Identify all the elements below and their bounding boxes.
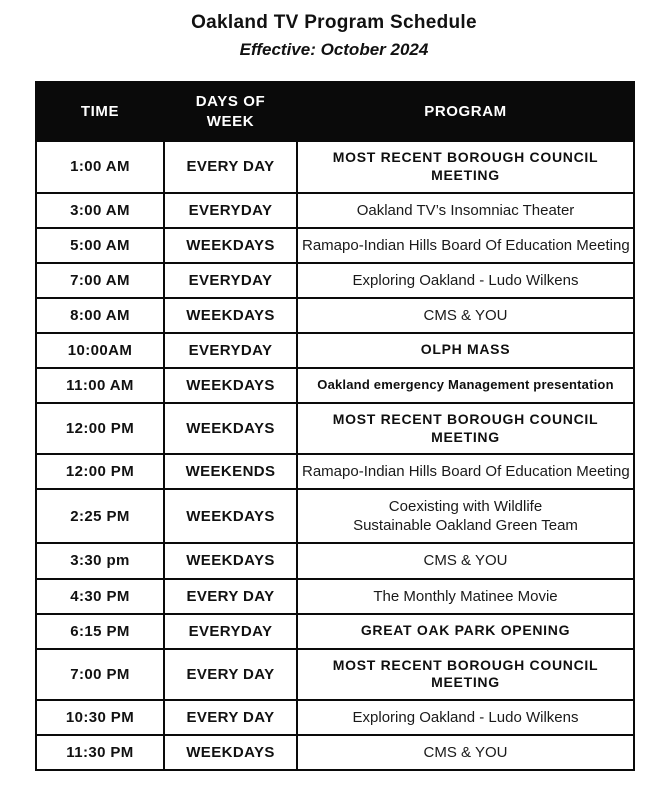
program-line: Coexisting with Wildlife xyxy=(388,498,543,516)
program-line: Sustainable Oakland Green Team xyxy=(353,517,578,535)
days-cell: WEEKDAYS xyxy=(163,226,298,264)
table-row: 7:00 PM EVERY DAY MOST RECENT BOROUGH COUN… xyxy=(35,647,635,702)
program-cell: Ramapo-Indian Hills Board Of Education M… xyxy=(296,226,635,264)
table-row: 4:30 PM EVERY DAY The Monthly Matinee Movi… xyxy=(35,577,635,615)
header-time: TIME xyxy=(35,81,165,142)
schedule-table: TIME DAYS OF WEEK PROGRAM 1:00 AM EVERY D… xyxy=(35,81,635,772)
days-cell: EVERYDAY xyxy=(163,261,298,299)
program-line: GREAT OAK PARK OPENING xyxy=(360,622,571,639)
time-cell: 10:30 PM xyxy=(35,699,165,737)
time-cell: 6:15 PM xyxy=(35,612,165,650)
time-cell: 5:00 AM xyxy=(35,226,165,264)
time-cell: 3:30 pm xyxy=(35,542,165,580)
program-line: Exploring Oakland - Ludo Wilkens xyxy=(352,271,579,289)
time-cell: 7:00 PM xyxy=(35,647,165,702)
table-row: 10:30 PM EVERY DAY Exploring Oakland - Lud… xyxy=(35,699,635,737)
time-cell: 1:00 AM xyxy=(35,140,165,194)
days-cell: WEEKDAYS xyxy=(163,401,298,456)
program-line: CMS & YOU xyxy=(423,306,508,324)
table-row: 7:00 AM EVERYDAY Exploring Oakland - Ludo … xyxy=(35,261,635,299)
days-cell: EVERYDAY xyxy=(163,191,298,229)
program-line: MEETING xyxy=(431,428,500,445)
program-cell: CMS & YOU xyxy=(296,734,635,772)
days-cell: EVERY DAY xyxy=(163,699,298,737)
program-line: Ramapo-Indian Hills Board Of Education M… xyxy=(302,463,630,481)
time-cell: 11:00 AM xyxy=(35,366,165,404)
table-row: 2:25 PM WEEKDAYS Coexisting with Wildlife S… xyxy=(35,488,635,545)
program-cell: MOST RECENT BOROUGH COUNCIL MEETING xyxy=(296,401,635,456)
days-cell: EVERYDAY xyxy=(163,612,298,650)
program-line: Exploring Oakland - Ludo Wilkens xyxy=(352,709,579,727)
time-cell: 12:00 PM xyxy=(35,401,165,456)
program-cell: MOST RECENT BOROUGH COUNCIL MEETING xyxy=(296,647,635,702)
days-cell: EVERY DAY xyxy=(163,577,298,615)
table-row: 12:00 PM WEEKENDS Ramapo-Indian Hills Boar… xyxy=(35,453,635,491)
table-row: 5:00 AM WEEKDAYS Ramapo-Indian Hills Board… xyxy=(35,226,635,264)
days-cell: WEEKENDS xyxy=(163,453,298,491)
program-line: CMS & YOU xyxy=(423,552,508,570)
header-row: TIME DAYS OF WEEK PROGRAM xyxy=(35,81,635,142)
program-line: MOST RECENT BOROUGH COUNCIL xyxy=(332,656,599,673)
table-row: 12:00 PM WEEKDAYS MOST RECENT BOROUGH COUN… xyxy=(35,401,635,456)
program-line: MOST RECENT BOROUGH COUNCIL xyxy=(332,410,599,427)
program-cell: CMS & YOU xyxy=(296,542,635,580)
time-cell: 8:00 AM xyxy=(35,296,165,334)
table-row: 10:00AM EVERYDAY OLPH MASS xyxy=(35,331,635,369)
days-cell: WEEKDAYS xyxy=(163,366,298,404)
program-line: CMS & YOU xyxy=(423,744,508,762)
time-cell: 7:00 AM xyxy=(35,261,165,299)
program-cell: Oakland emergency Management presentatio… xyxy=(296,366,635,404)
header-program: PROGRAM xyxy=(296,81,635,142)
program-line: MEETING xyxy=(431,674,500,691)
program-line: The Monthly Matinee Movie xyxy=(373,587,558,605)
table-row: 3:30 pm WEEKDAYS CMS & YOU xyxy=(35,542,635,580)
table-row: 11:30 PM WEEKDAYS CMS & YOU xyxy=(35,734,635,772)
table-row: 6:15 PM EVERYDAY GREAT OAK PARK OPENING xyxy=(35,612,635,650)
header-days: DAYS OF WEEK xyxy=(163,81,298,142)
time-cell: 10:00AM xyxy=(35,331,165,369)
table-row: 8:00 AM WEEKDAYS CMS & YOU xyxy=(35,296,635,334)
time-cell: 4:30 PM xyxy=(35,577,165,615)
table-row: 11:00 AM WEEKDAYS Oakland emergency Manage… xyxy=(35,366,635,404)
page-title: Oakland TV Program Schedule xyxy=(191,12,477,33)
program-cell: Ramapo-Indian Hills Board Of Education M… xyxy=(296,453,635,491)
days-cell: EVERY DAY xyxy=(163,647,298,702)
program-cell: MOST RECENT BOROUGH COUNCIL MEETING xyxy=(296,140,635,194)
days-cell: WEEKDAYS xyxy=(163,734,298,772)
program-cell: Exploring Oakland - Ludo Wilkens xyxy=(296,699,635,737)
program-line: Ramapo-Indian Hills Board Of Education M… xyxy=(302,236,630,254)
header-days-label: DAYS OF WEEK xyxy=(195,93,266,130)
program-cell: GREAT OAK PARK OPENING xyxy=(296,612,635,650)
program-cell: Oakland TV’s Insomniac Theater xyxy=(296,191,635,229)
program-line: MEETING xyxy=(431,166,500,183)
days-cell: WEEKDAYS xyxy=(163,488,298,545)
time-cell: 2:25 PM xyxy=(35,488,165,545)
days-cell: EVERY DAY xyxy=(163,140,298,194)
program-line: MOST RECENT BOROUGH COUNCIL xyxy=(332,149,599,165)
time-cell: 11:30 PM xyxy=(35,734,165,772)
days-cell: WEEKDAYS xyxy=(163,296,298,334)
program-cell: OLPH MASS xyxy=(296,331,635,369)
days-cell: WEEKDAYS xyxy=(163,542,298,580)
table-row: 3:00 AM EVERYDAY Oakland TV’s Insomniac Th… xyxy=(35,191,635,229)
table-row: 1:00 AM EVERY DAY MOST RECENT BOROUGH COUN… xyxy=(35,140,635,194)
program-cell: CMS & YOU xyxy=(296,296,635,334)
program-cell: The Monthly Matinee Movie xyxy=(296,577,635,615)
program-line: Oakland TV’s Insomniac Theater xyxy=(356,201,575,219)
program-cell: Exploring Oakland - Ludo Wilkens xyxy=(296,261,635,299)
page-subtitle: Effective: October 2024 xyxy=(239,40,429,59)
time-cell: 3:00 AM xyxy=(35,191,165,229)
days-cell: EVERYDAY xyxy=(163,331,298,369)
program-cell: Coexisting with Wildlife Sustainable Oakl… xyxy=(296,488,635,545)
schedule-body: 1:00 AM EVERY DAY MOST RECENT BOROUGH COUN… xyxy=(35,140,635,772)
time-cell: 12:00 PM xyxy=(35,453,165,491)
program-line: OLPH MASS xyxy=(420,341,511,358)
program-line: Oakland emergency Management presentatio… xyxy=(317,377,614,393)
